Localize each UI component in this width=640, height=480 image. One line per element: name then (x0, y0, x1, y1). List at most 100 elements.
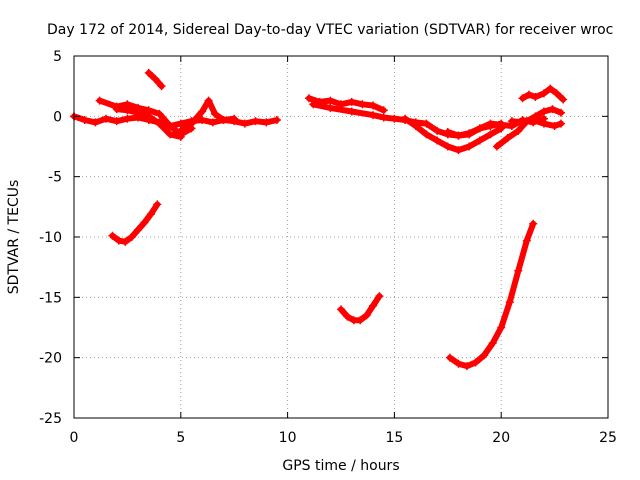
series-arc-14 (337, 292, 384, 325)
data-point (121, 237, 130, 246)
data-point (557, 108, 566, 117)
series-line (446, 220, 537, 370)
chart-title: Day 172 of 2014, Sidereal Day-to-day VTE… (47, 22, 613, 38)
data-point (144, 68, 153, 77)
data-point (155, 119, 164, 128)
data-point (187, 119, 196, 128)
data-point (326, 103, 335, 112)
data-point (454, 359, 463, 368)
x-tick-label: 0 (70, 430, 79, 446)
data-point (522, 236, 531, 245)
data-point (505, 298, 514, 307)
data-point (272, 115, 281, 124)
data-point (433, 136, 442, 145)
series-arc-3 (112, 105, 185, 141)
data-point (463, 362, 472, 371)
data-point (507, 117, 516, 126)
data-point (514, 126, 523, 135)
data-point (486, 130, 495, 139)
data-point (445, 353, 454, 362)
data-point (146, 210, 155, 219)
y-tick-label: -5 (48, 170, 62, 186)
series-arc-13 (518, 84, 568, 104)
data-point (486, 119, 495, 128)
data-point (539, 107, 548, 116)
data-point (127, 233, 136, 241)
data-point (326, 96, 335, 105)
data-point (80, 115, 89, 124)
x-tick-label: 10 (279, 430, 297, 446)
series-line (402, 115, 505, 154)
series-arc-7 (304, 94, 388, 115)
data-point (497, 323, 506, 332)
data-point (362, 311, 371, 320)
data-point (210, 109, 219, 118)
data-point (166, 121, 175, 130)
y-tick-label: 0 (53, 109, 62, 125)
data-point (552, 89, 561, 98)
data-point (208, 118, 217, 127)
data-point (198, 107, 207, 116)
data-point (151, 74, 160, 83)
series-line (177, 97, 238, 134)
data-point (454, 146, 463, 155)
data-point (518, 94, 527, 103)
data-point (102, 114, 111, 123)
data-point (559, 95, 568, 104)
data-point (524, 90, 533, 99)
series-arc-15 (445, 219, 538, 371)
data-point (262, 118, 271, 127)
data-point (518, 118, 527, 127)
y-tick-label: -20 (39, 351, 62, 367)
data-point (166, 130, 175, 139)
data-point (153, 200, 162, 209)
data-point (454, 131, 463, 140)
data-point (539, 89, 548, 98)
series-arc-6 (108, 200, 162, 246)
data-point (465, 142, 474, 151)
data-point (471, 358, 480, 367)
data-point (411, 121, 420, 130)
data-point (550, 121, 559, 130)
data-point (91, 118, 100, 127)
data-series (70, 68, 568, 371)
x-tick-label: 25 (599, 430, 617, 446)
data-point (140, 218, 149, 227)
data-point (356, 316, 365, 325)
data-point (401, 114, 410, 123)
series-arc-4 (176, 96, 239, 135)
data-point (358, 100, 367, 109)
data-point (443, 128, 452, 137)
data-point (531, 93, 540, 102)
data-point (304, 94, 313, 103)
data-point (176, 126, 185, 135)
data-point (529, 115, 538, 124)
data-point (480, 351, 489, 360)
data-point (240, 119, 249, 128)
data-point (112, 117, 121, 126)
data-point (155, 109, 164, 118)
data-point (497, 120, 506, 129)
series-arc-12 (507, 115, 566, 130)
y-tick-label: -15 (39, 290, 62, 306)
data-point (488, 339, 497, 348)
data-point (390, 114, 399, 123)
data-point (529, 219, 538, 228)
data-point (546, 84, 555, 93)
x-tick-label: 20 (492, 430, 510, 446)
data-point (134, 108, 143, 117)
data-point (108, 231, 117, 240)
data-point (347, 97, 356, 106)
data-point (157, 82, 166, 91)
data-point (503, 134, 512, 143)
data-point (144, 112, 153, 121)
data-point (343, 312, 352, 321)
data-point (176, 119, 185, 128)
data-point (492, 142, 501, 151)
data-point (422, 119, 431, 128)
data-point (422, 130, 431, 139)
data-point (539, 119, 548, 128)
axis-ticks: 0 5 10 15 20 25 -25 -20 -15 -10 -5 0 5 (39, 49, 617, 446)
y-tick-label: -25 (39, 411, 62, 427)
data-point (347, 107, 356, 116)
